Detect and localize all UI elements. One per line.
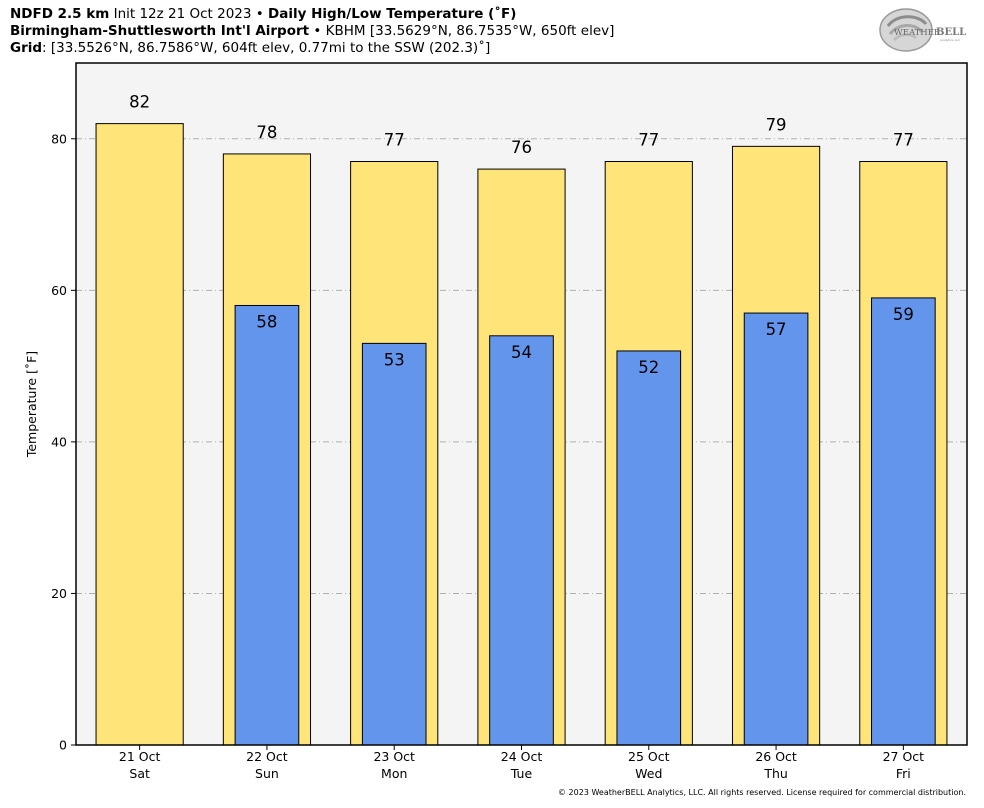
x-tick-label-date: 23 Oct bbox=[373, 749, 415, 764]
grid-info: : [33.5526°N, 86.7586°W, 604ft elev, 0.7… bbox=[42, 40, 491, 56]
y-tick-label: 80 bbox=[51, 131, 67, 146]
x-tick-label-day: Sat bbox=[129, 766, 150, 781]
x-tick-label-date: 22 Oct bbox=[246, 749, 288, 764]
low-bar bbox=[871, 297, 936, 746]
high-bar bbox=[95, 123, 184, 746]
axes: 0 20 40 60 80 21 Oct Sat 22 Oct Sun 23 Oct Mon 24 O… bbox=[51, 131, 924, 781]
x-tick-label-date: 24 Oct bbox=[501, 749, 543, 764]
weatherbell-logo: WEATHER BELL Analytics LLC bbox=[879, 8, 966, 52]
low-value-label: 58 bbox=[256, 312, 277, 331]
high-value-label: 77 bbox=[384, 131, 405, 150]
station-info: • KBHM [33.5629°N, 86.7535°W, 650ft elev… bbox=[309, 23, 615, 39]
high-value-label: 78 bbox=[256, 123, 277, 142]
y-tick-label: 20 bbox=[51, 586, 67, 601]
header-line-1: NDFD 2.5 km Init 12z 21 Oct 2023 • Daily… bbox=[10, 6, 516, 23]
low-value-label: 52 bbox=[638, 358, 659, 377]
x-tick-label-date: 25 Oct bbox=[628, 749, 670, 764]
low-bar bbox=[489, 335, 554, 746]
model-label: NDFD 2.5 km bbox=[10, 6, 110, 22]
low-bar bbox=[743, 312, 809, 746]
x-tick-label-date: 21 Oct bbox=[119, 749, 161, 764]
data-labels: 82 78 58 77 53 76 54 77 52 79 57 77 59 bbox=[129, 93, 914, 377]
low-bar bbox=[234, 304, 300, 746]
high-value-label: 79 bbox=[766, 115, 787, 134]
high-value-label: 82 bbox=[129, 93, 150, 112]
y-tick-label: 0 bbox=[59, 738, 67, 753]
x-tick-label-date: 27 Oct bbox=[883, 749, 925, 764]
x-tick-label-day: Fri bbox=[896, 766, 911, 781]
logo-small-text: Analytics LLC bbox=[940, 38, 960, 42]
init-label: Init 12z 21 Oct 2023 • bbox=[109, 6, 269, 22]
y-tick-label: 60 bbox=[51, 283, 67, 298]
low-bar bbox=[361, 342, 427, 746]
low-value-label: 59 bbox=[893, 305, 914, 324]
header-line-3: Grid: [33.5526°N, 86.7586°W, 604ft elev,… bbox=[10, 40, 490, 57]
low-value-label: 57 bbox=[766, 320, 787, 339]
x-tick-label-day: Tue bbox=[510, 766, 533, 781]
y-tick-label: 40 bbox=[51, 434, 67, 449]
logo-text-a: WEATHER bbox=[894, 28, 941, 38]
logo-text-b: BELL bbox=[936, 27, 966, 38]
header-line-2: Birmingham-Shuttlesworth Int'l Airport •… bbox=[10, 23, 614, 40]
bars bbox=[95, 123, 948, 746]
chart-title: Daily High/Low Temperature (˚F) bbox=[268, 6, 517, 22]
x-tick-label-date: 26 Oct bbox=[755, 749, 797, 764]
high-value-label: 76 bbox=[511, 138, 532, 157]
x-tick-label-day: Sun bbox=[255, 766, 279, 781]
low-value-label: 53 bbox=[384, 350, 405, 369]
x-tick-label-day: Thu bbox=[763, 766, 787, 781]
x-tick-label-day: Mon bbox=[381, 766, 407, 781]
copyright-notice: © 2023 WeatherBELL Analytics, LLC. All r… bbox=[558, 788, 966, 797]
grid-label: Grid bbox=[10, 40, 43, 56]
station-name: Birmingham-Shuttlesworth Int'l Airport bbox=[10, 23, 310, 39]
high-value-label: 77 bbox=[893, 131, 914, 150]
low-bar bbox=[616, 350, 682, 746]
high-value-label: 77 bbox=[638, 131, 659, 150]
x-tick-label-day: Wed bbox=[635, 766, 662, 781]
y-axis-label: Temperature [˚F] bbox=[24, 351, 39, 458]
low-value-label: 54 bbox=[511, 343, 532, 362]
